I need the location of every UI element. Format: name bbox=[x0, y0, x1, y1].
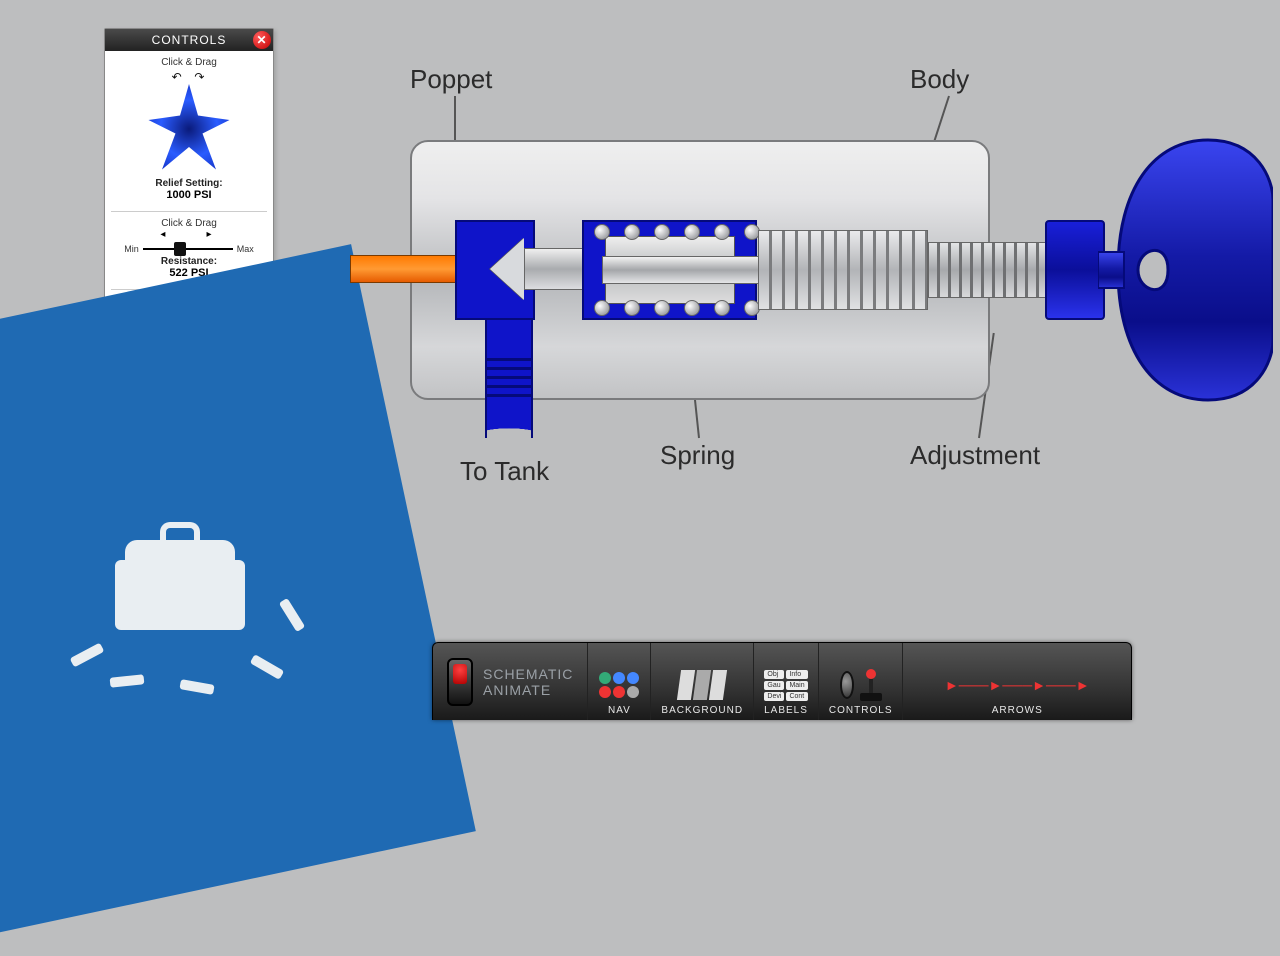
close-icon[interactable]: ✕ bbox=[253, 31, 271, 49]
label-to-tank: To Tank bbox=[460, 456, 549, 487]
arrows-button[interactable]: ►───►───►───► ARROWS bbox=[902, 643, 1131, 720]
rotary-section: Click & Drag ↶ ↷ Relief Setting: 1000 PS… bbox=[105, 51, 273, 211]
label-spring: Spring bbox=[660, 440, 735, 471]
bottom-toolbar: SCHEMATIC ANIMATE NAV BACKGROUND ObjInfo… bbox=[432, 642, 1132, 720]
spring-axle bbox=[602, 256, 762, 284]
background-caption: BACKGROUND bbox=[661, 705, 743, 716]
label-poppet: Poppet bbox=[410, 64, 492, 95]
background-button[interactable]: BACKGROUND bbox=[650, 643, 753, 720]
toolbox-icon bbox=[105, 530, 255, 630]
resistance-slider[interactable] bbox=[143, 248, 233, 250]
schematic-label: SCHEMATIC bbox=[483, 666, 573, 682]
labels-icon: ObjInfoGauMainDeviCont bbox=[764, 670, 807, 701]
adjustment-knob[interactable] bbox=[1098, 130, 1273, 410]
schematic-animate-toggle[interactable]: SCHEMATIC ANIMATE bbox=[433, 643, 587, 720]
panel-title: CONTROLS bbox=[152, 33, 227, 47]
spark-icon bbox=[250, 654, 284, 680]
slider-thumb[interactable] bbox=[174, 242, 186, 256]
poppet bbox=[520, 238, 590, 300]
spring-coils bbox=[594, 224, 760, 240]
slider-hint: Click & Drag bbox=[113, 218, 265, 229]
arrows-caption: ARROWS bbox=[992, 705, 1043, 716]
panel-header[interactable]: CONTROLS ✕ bbox=[105, 29, 273, 51]
nav-icon bbox=[599, 672, 639, 698]
pages-icon bbox=[678, 670, 726, 700]
resistance-label: Resistance: bbox=[113, 256, 265, 267]
labels-caption: LABELS bbox=[764, 705, 808, 716]
relief-label: Relief Setting: bbox=[113, 178, 265, 189]
slider-arrows-icon: ◂ ▸ bbox=[113, 229, 265, 240]
rotary-arrows-icon: ↶ ↷ bbox=[113, 70, 265, 84]
joystick-icon bbox=[860, 669, 882, 701]
spring-coils bbox=[594, 300, 760, 316]
thread-block bbox=[758, 230, 928, 310]
switch-icon[interactable] bbox=[447, 658, 473, 706]
label-body: Body bbox=[910, 64, 969, 95]
slider-min-label: Min bbox=[124, 244, 139, 254]
spark-icon bbox=[70, 643, 105, 668]
controls-caption: CONTROLS bbox=[829, 705, 893, 716]
thread-shaft bbox=[928, 242, 1048, 298]
adjustment-collar bbox=[1045, 220, 1105, 320]
rotary-hint: Click & Drag bbox=[113, 57, 265, 68]
rotary-knob[interactable] bbox=[144, 84, 234, 174]
nav-button[interactable]: NAV bbox=[587, 643, 650, 720]
logo bbox=[60, 480, 300, 680]
wheel-icon bbox=[840, 671, 854, 699]
slider-max-label: Max bbox=[237, 244, 254, 254]
arrows-icon: ►───►───►───► bbox=[945, 677, 1090, 693]
relief-value: 1000 PSI bbox=[113, 189, 265, 201]
tank-pipe bbox=[485, 318, 533, 438]
controls-button[interactable]: CONTROLS bbox=[818, 643, 903, 720]
nav-caption: NAV bbox=[608, 705, 631, 716]
label-adjustment: Adjustment bbox=[910, 440, 1040, 471]
labels-button[interactable]: ObjInfoGauMainDeviCont LABELS bbox=[753, 643, 818, 720]
valve-diagram: Poppet Body Spring Adjustment To Tank bbox=[350, 60, 1250, 540]
animate-label: ANIMATE bbox=[483, 682, 573, 698]
